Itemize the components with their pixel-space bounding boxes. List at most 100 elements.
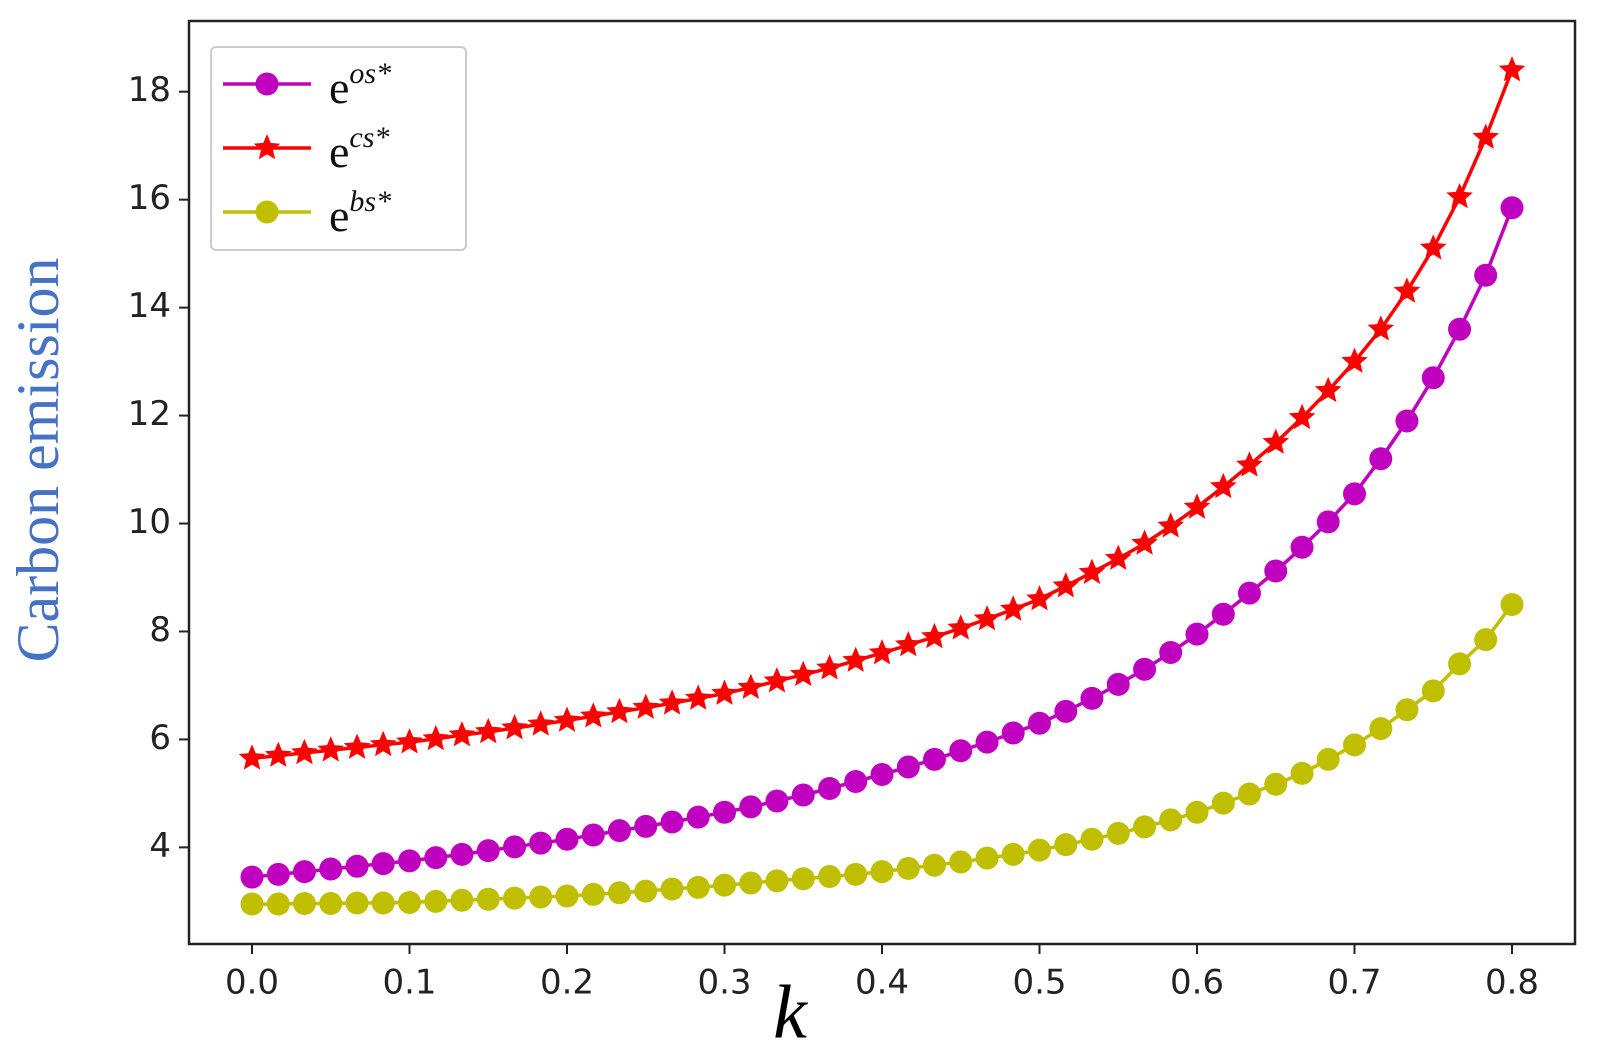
data-point	[1395, 409, 1419, 433]
y-tick-label: 12	[128, 394, 171, 434]
data-point	[581, 882, 605, 906]
data-point	[553, 706, 581, 732]
data-point	[1237, 782, 1261, 806]
data-point	[503, 835, 527, 859]
data-point	[1290, 761, 1314, 785]
data-point	[896, 755, 920, 779]
data-point	[607, 881, 631, 905]
data-point	[739, 871, 763, 895]
data-point	[317, 736, 345, 762]
y-tick-label: 10	[128, 502, 171, 542]
data-point	[476, 839, 500, 863]
data-point	[973, 605, 1001, 631]
data-point	[607, 819, 631, 843]
data-point	[1131, 529, 1158, 555]
data-point	[1369, 717, 1393, 741]
data-point	[713, 873, 736, 897]
data-point	[870, 763, 894, 787]
data-point	[555, 827, 579, 851]
data-point	[1316, 510, 1340, 534]
data-point	[842, 646, 869, 672]
data-point	[1157, 512, 1184, 538]
data-point	[555, 884, 579, 908]
data-point	[369, 730, 397, 757]
data-point	[1054, 833, 1078, 857]
data-point	[1448, 317, 1472, 341]
data-point	[396, 728, 423, 754]
x-tick-label: 0.5	[1012, 963, 1066, 1003]
data-point	[292, 892, 316, 916]
x-tick-label: 0.1	[382, 963, 436, 1003]
data-point	[319, 892, 343, 916]
data-point	[1054, 699, 1078, 723]
legend-box	[210, 46, 467, 251]
data-point	[1288, 403, 1316, 430]
x-tick-label: 0.0	[225, 963, 279, 1003]
data-point	[424, 889, 448, 913]
data-point	[1185, 622, 1209, 646]
data-point	[1185, 800, 1209, 824]
y-tick-label: 16	[128, 178, 171, 218]
data-point	[739, 795, 763, 819]
data-point	[1211, 791, 1235, 815]
data-point	[1264, 772, 1288, 796]
legend-marker	[255, 200, 279, 224]
data-point	[1210, 472, 1237, 499]
data-point	[1080, 827, 1104, 851]
data-point	[765, 789, 789, 813]
data-point	[529, 831, 553, 855]
data-point	[763, 667, 791, 693]
y-tick-label: 8	[149, 610, 171, 650]
data-point	[844, 770, 868, 794]
data-point	[975, 730, 999, 754]
y-tick-label: 4	[149, 826, 171, 866]
data-point	[1026, 585, 1053, 611]
data-point	[711, 679, 738, 705]
data-point	[1078, 558, 1106, 584]
data-point	[238, 744, 266, 770]
data-point	[1236, 451, 1263, 477]
legend-marker	[253, 134, 281, 160]
data-point	[1446, 183, 1473, 209]
data-point	[632, 693, 660, 719]
data-point	[1369, 447, 1393, 471]
data-point	[870, 860, 894, 884]
data-point	[1421, 679, 1445, 703]
data-point	[1211, 602, 1235, 626]
x-tick-label: 0.8	[1485, 963, 1539, 1003]
data-point	[816, 654, 843, 680]
data-point	[818, 865, 842, 889]
data-point	[1262, 428, 1290, 454]
data-point	[1421, 366, 1445, 390]
data-point	[450, 888, 474, 912]
y-tick-label: 18	[128, 70, 171, 110]
data-point	[1133, 657, 1157, 681]
data-point	[1474, 628, 1498, 652]
data-point	[658, 689, 686, 715]
data-point	[1001, 842, 1025, 866]
data-point	[1104, 544, 1132, 570]
data-point	[448, 721, 476, 747]
data-point	[949, 739, 973, 763]
data-point	[1419, 234, 1447, 260]
data-point	[921, 622, 948, 649]
data-point	[1474, 263, 1498, 287]
data-point	[947, 614, 975, 640]
data-point	[581, 823, 605, 847]
data-point	[527, 710, 554, 736]
data-point	[1080, 686, 1104, 710]
data-point	[1343, 733, 1366, 757]
data-point	[1106, 672, 1130, 696]
data-point	[895, 631, 922, 657]
data-point	[476, 887, 500, 911]
data-point	[1028, 838, 1051, 862]
data-point	[765, 869, 789, 893]
y-tick-label: 6	[149, 718, 171, 758]
data-point	[1028, 711, 1051, 735]
data-point	[660, 877, 684, 901]
data-point	[1367, 315, 1395, 341]
x-axis-label: k	[773, 970, 808, 1054]
data-point	[1314, 376, 1342, 403]
data-point	[660, 810, 684, 834]
